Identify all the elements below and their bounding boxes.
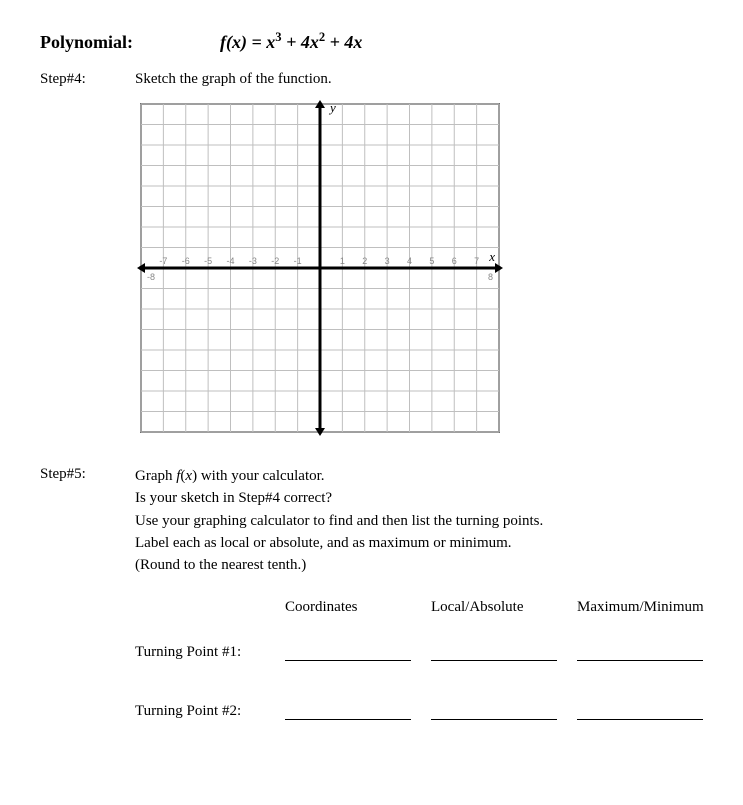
svg-text:-6: -6: [182, 256, 190, 266]
svg-text:1: 1: [340, 256, 345, 266]
svg-text:-8: -8: [147, 272, 155, 282]
answer-blank[interactable]: [431, 703, 557, 720]
svg-text:-2: -2: [271, 256, 279, 266]
svg-text:7: 7: [474, 256, 479, 266]
svg-text:-7: -7: [159, 256, 167, 266]
step5-label: Step#5:: [40, 466, 135, 577]
step4-instruction: Sketch the graph of the function.: [135, 71, 713, 88]
svg-text:3: 3: [385, 256, 390, 266]
svg-text:-4: -4: [226, 256, 234, 266]
svg-text:8: 8: [488, 272, 493, 282]
answer-blank[interactable]: [431, 644, 557, 661]
svg-text:-3: -3: [249, 256, 257, 266]
answer-blank[interactable]: [285, 644, 411, 661]
col-local-absolute: Local/Absolute: [421, 599, 567, 616]
svg-text:4: 4: [407, 256, 412, 266]
svg-text:2: 2: [362, 256, 367, 266]
turning-point-label: Turning Point #2:: [135, 703, 275, 720]
svg-text:5: 5: [429, 256, 434, 266]
svg-text:-5: -5: [204, 256, 212, 266]
step5-line: Is your sketch in Step#4 correct?: [135, 488, 713, 508]
col-max-min: Maximum/Minimum: [567, 599, 713, 616]
step4-label: Step#4:: [40, 71, 135, 88]
answer-blank[interactable]: [285, 703, 411, 720]
answer-blank[interactable]: [577, 703, 703, 720]
step5-instructions: Graph f(x) with your calculator.Is your …: [135, 466, 713, 577]
svg-text:6: 6: [452, 256, 457, 266]
step5-line: Graph f(x) with your calculator.: [135, 466, 713, 486]
column-headers: Coordinates Local/Absolute Maximum/Minim…: [135, 599, 713, 616]
step5-line: Use your graphing calculator to find and…: [135, 511, 713, 531]
step5-line: Label each as local or absolute, and as …: [135, 533, 713, 553]
step5-line: (Round to the nearest tenth.): [135, 555, 713, 575]
turning-point-row: Turning Point #1:: [135, 644, 713, 661]
coordinate-grid: y x -7 -6 -5 -4 -3 -2 -1 1 2 3 4 5 6 7 -8 8: [135, 98, 713, 438]
polynomial-formula: f(x) = x3 + 4x2 + 4x: [220, 30, 362, 53]
svg-text:-1: -1: [294, 256, 302, 266]
col-coordinates: Coordinates: [275, 599, 421, 616]
svg-text:x: x: [488, 249, 495, 264]
turning-point-row: Turning Point #2:: [135, 703, 713, 720]
turning-point-label: Turning Point #1:: [135, 644, 275, 661]
polynomial-label: Polynomial:: [40, 32, 220, 53]
answer-blank[interactable]: [577, 644, 703, 661]
svg-text:y: y: [328, 100, 336, 115]
